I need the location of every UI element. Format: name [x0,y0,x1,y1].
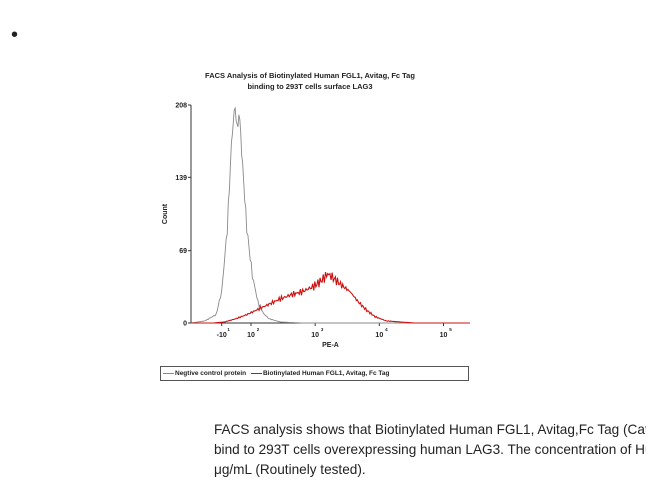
y-axis-label: Count [162,203,169,224]
x-tick-label-2: 10 [311,332,319,339]
legend-label-fgl1: Biotinylated Human FGL1, Avitag, Fc Tag [262,370,390,377]
caption-line-2: bind to 293T cells overexpressing human … [214,442,646,457]
chart-legend: Negtive control protein Biotinylated Hum… [160,366,469,381]
x-tick-exponent-2: 3 [321,327,324,332]
y-tick-label-1: 69 [179,248,187,255]
caption-line-1: FACS analysis shows that Biotinylated Hu… [214,422,646,437]
x-tick-label-1: 10 [247,332,255,339]
legend-label-negative: Negtive control protein [175,370,247,377]
x-tick-exponent-1: 2 [257,327,260,332]
y-tick-label-3: 208 [175,103,187,110]
x-tick-exponent-3: 4 [385,327,388,332]
series-line-0 [190,106,470,324]
series-line-1 [191,271,470,324]
chart-title-line2: binding to 293T cells surface LAG3 [247,82,373,91]
legend-swatch-fgl1 [250,372,262,374]
y-tick-label-0: 0 [183,321,187,328]
legend-swatch-negative [163,372,174,374]
x-tick-exponent-4: 5 [449,327,452,332]
figure-caption: FACS analysis shows that Biotinylated Hu… [214,420,646,480]
chart-title: FACS Analysis of Biotinylated Human FGL1… [150,70,470,92]
x-axis-label: PE-A [322,342,339,349]
y-tick-label-2: 139 [175,175,187,182]
caption-line-3: μg/mL (Routinely tested). [214,462,366,477]
x-tick-label-0: -10 [217,332,227,339]
chart-title-line1: FACS Analysis of Biotinylated Human FGL1… [205,71,415,80]
x-tick-exponent-0: 1 [227,327,230,332]
x-tick-label-3: 10 [375,332,383,339]
bullet-mark: • [11,24,19,46]
x-tick-label-4: 10 [440,332,448,339]
